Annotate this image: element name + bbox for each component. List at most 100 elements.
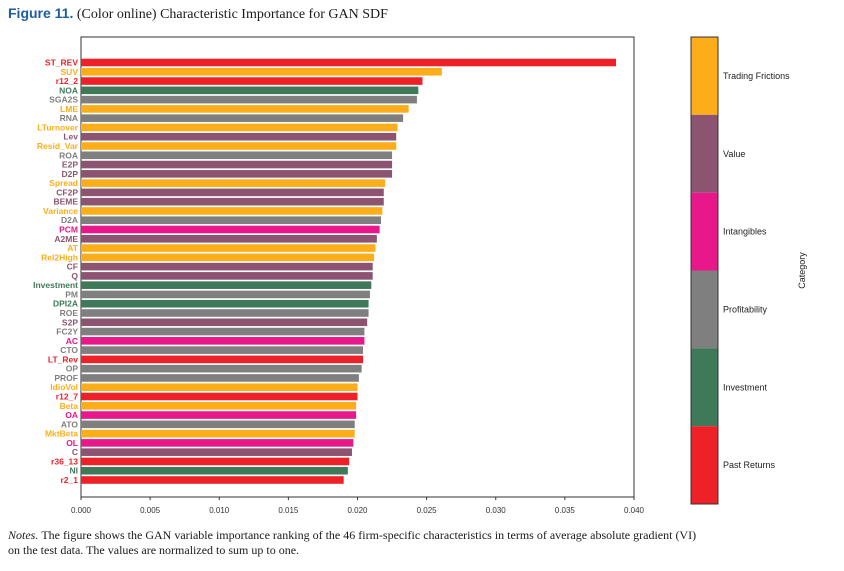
x-tick-label: 0.000	[71, 506, 92, 515]
bar-label-SGA2S: SGA2S	[49, 95, 78, 105]
legend-label-trading-frictions: Trading Frictions	[723, 71, 790, 81]
bar-AT	[81, 244, 376, 252]
legend-label-investment: Investment	[723, 382, 768, 392]
bar-label-CF2P: CF2P	[56, 187, 78, 197]
bar-label-LT_Rev: LT_Rev	[48, 354, 78, 364]
bar-label-Investment: Investment	[33, 280, 78, 290]
legend-swatch-trading-frictions	[691, 37, 718, 115]
x-tick-label: 0.010	[209, 506, 230, 515]
bar-Resid_Var	[81, 142, 397, 150]
bar-ROA	[81, 151, 393, 160]
legend-swatch-investment	[691, 348, 718, 427]
figure-label: Figure 11.	[8, 5, 74, 21]
bar-label-BEME: BEME	[53, 197, 78, 207]
x-tick-label: 0.030	[486, 506, 507, 515]
category-legend: Trading Frictions Value Intangibles Profita…	[690, 36, 807, 505]
notes-line-1: The figure shows the GAN variable import…	[41, 528, 697, 542]
bar-FC2Y	[81, 327, 365, 336]
bar-CTO	[81, 346, 364, 354]
bar-DPI2A	[81, 299, 369, 308]
bar-label-ATO: ATO	[61, 419, 79, 429]
bar-Rel2High	[81, 253, 375, 262]
legend-swatch-value	[691, 114, 718, 193]
legend-frame	[690, 36, 719, 505]
bar-label-r12_7: r12_7	[56, 392, 78, 402]
bar-label-r2_1: r2_1	[61, 475, 79, 485]
x-tick-label: 0.005	[140, 506, 161, 515]
bar-LME	[81, 105, 409, 113]
figure-notes: Notes. The figure shows the GAN variable…	[8, 528, 696, 558]
bar-Lev	[81, 132, 397, 141]
bar-label-Beta: Beta	[60, 401, 79, 411]
bar-label-NOA: NOA	[59, 85, 78, 95]
legend-label-intangibles: Intangibles	[723, 227, 767, 237]
legend-swatch-intangibles	[691, 192, 718, 271]
notes-prefix: Notes.	[8, 528, 39, 542]
bar-E2P	[81, 160, 393, 169]
x-ticks-layer: 0.000 0.005 0.010 0.015 0.020 0.025 0.030 0.035…	[71, 497, 645, 515]
bar-label-LTurnover: LTurnover	[37, 122, 78, 132]
bar-label-CTO: CTO	[60, 345, 78, 355]
bar-r36_13	[81, 457, 350, 466]
bar-label-PM: PM	[65, 289, 78, 299]
bar-r12_7	[81, 392, 358, 401]
bar-label-r36_13: r36_13	[51, 456, 78, 466]
bar-label-Q: Q	[71, 271, 78, 281]
bar-SUV	[81, 67, 442, 76]
bar-MktBeta	[81, 429, 355, 438]
bar-label-CF: CF	[67, 262, 78, 272]
bar-AC	[81, 337, 365, 345]
bar-D2A	[81, 216, 382, 225]
bar-PROF	[81, 374, 359, 382]
bar-NI	[81, 466, 348, 475]
x-tick-label: 0.040	[624, 506, 645, 515]
bar-label-D2A: D2A	[61, 215, 78, 225]
bar-IdioVol	[81, 383, 358, 392]
legend-swatch-profitability	[691, 270, 718, 349]
bar-label-PCM: PCM	[59, 225, 78, 235]
bar-r12_2	[81, 77, 423, 85]
bar-ATO	[81, 420, 355, 429]
bar-S2P	[81, 318, 368, 327]
bar-A2ME	[81, 234, 377, 243]
bar-D2P	[81, 170, 393, 178]
importance-bar-chart: ST_REVSUVr12_2NOASGA2SLMERNALTurnoverLev…	[33, 36, 807, 515]
bar-NOA	[81, 86, 419, 95]
bar-label-MktBeta: MktBeta	[45, 429, 78, 439]
bar-label-AT: AT	[67, 243, 79, 253]
bar-label-ST_REV: ST_REV	[45, 58, 78, 68]
bar-label-AC: AC	[66, 336, 78, 346]
bar-label-A2ME: A2ME	[54, 234, 78, 244]
bar-Q	[81, 272, 373, 280]
bar-Variance	[81, 207, 383, 215]
bar-OL	[81, 439, 354, 447]
bar-label-OA: OA	[65, 410, 78, 420]
bars-layer	[81, 58, 617, 484]
legend-swatch-past-returns	[691, 426, 718, 504]
bar-PM	[81, 290, 370, 299]
bar-label-ROE: ROE	[60, 308, 79, 318]
bar-Beta	[81, 401, 357, 410]
bar-LT_Rev	[81, 355, 364, 364]
bar-label-Lev: Lev	[63, 132, 78, 142]
bar-label-PROF: PROF	[54, 373, 78, 383]
bar-label-LME: LME	[60, 104, 78, 114]
x-tick-label: 0.015	[278, 506, 299, 515]
bar-label-RNA: RNA	[60, 113, 78, 123]
bar-BEME	[81, 197, 384, 206]
figure-title: Figure 11. (Color online) Characteristic…	[8, 5, 388, 23]
bar-label-Variance: Variance	[43, 206, 78, 216]
bar-label-E2P: E2P	[62, 160, 78, 170]
bar-C	[81, 448, 352, 456]
bar-label-OL: OL	[66, 438, 78, 448]
bar-LTurnover	[81, 123, 398, 132]
bar-CF2P	[81, 188, 384, 197]
bar-OP	[81, 364, 362, 373]
notes-line-2: on the test data. The values are normali…	[8, 543, 300, 557]
bar-label-OP: OP	[66, 364, 79, 374]
bar-OA	[81, 411, 357, 419]
bar-label-FC2Y: FC2Y	[56, 327, 78, 337]
bar-label-NI: NI	[70, 466, 79, 476]
bar-PCM	[81, 225, 380, 234]
bar-label-r12_2: r12_2	[56, 76, 78, 86]
